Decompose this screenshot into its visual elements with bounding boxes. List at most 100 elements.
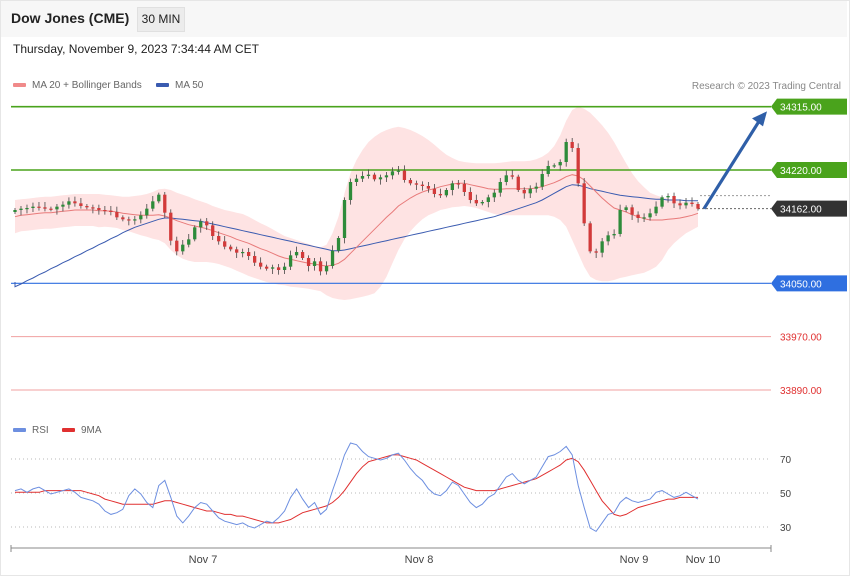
candle-body (558, 162, 562, 166)
candle-body (660, 197, 664, 207)
candle-body (636, 214, 640, 218)
candle-body (235, 249, 239, 253)
candle-body (354, 178, 359, 182)
candle-95 (582, 178, 586, 226)
candle-76 (468, 187, 472, 204)
candle-11 (79, 198, 83, 209)
candle-28 (181, 240, 185, 255)
candle-46 (288, 250, 293, 270)
candle-66 (408, 178, 413, 186)
candle-body (666, 196, 670, 198)
candle-1 (19, 206, 23, 216)
candle-107 (654, 201, 658, 216)
candle-27 (175, 236, 179, 256)
candle-body (264, 266, 269, 269)
candle-19 (127, 216, 131, 226)
candle-body (378, 177, 383, 180)
candle-9 (67, 197, 71, 209)
candle-body (486, 197, 490, 202)
candle-82 (504, 170, 508, 186)
candle-92 (564, 138, 568, 167)
candle-7 (55, 204, 59, 215)
candle-114 (696, 202, 700, 211)
candle-84 (516, 174, 520, 192)
candle-42 (264, 264, 269, 271)
candle-body (211, 225, 215, 236)
candle-15 (103, 206, 107, 215)
candle-103 (630, 204, 634, 220)
candle-6 (49, 206, 53, 212)
level-tag-34050.00: 34050.00 (771, 275, 847, 292)
candle-body (678, 203, 682, 206)
candle-8 (61, 201, 65, 212)
candle-112 (684, 198, 688, 209)
timeframe-button[interactable]: 30 MIN (137, 7, 185, 32)
candle-body (690, 202, 694, 204)
candle-body (438, 194, 443, 196)
candle-body (384, 175, 389, 178)
candle-body (330, 250, 335, 266)
candle-body (133, 219, 137, 221)
candle-body (366, 174, 371, 176)
candle-body (163, 194, 167, 213)
candle-body (55, 206, 59, 210)
candle-85 (522, 187, 526, 199)
candle-body (276, 267, 281, 270)
candle-56 (348, 178, 353, 205)
candle-body (540, 174, 544, 187)
x-axis-label-1: Nov 8 (405, 554, 434, 566)
bollinger-band (15, 106, 698, 300)
candle-5 (43, 202, 47, 212)
candle-body (193, 227, 197, 240)
candle-83 (510, 170, 514, 180)
candle-body (312, 261, 317, 266)
level-tag-bg (771, 98, 847, 115)
candle-14 (97, 204, 101, 215)
candle-body (294, 252, 299, 256)
candle-body (205, 221, 209, 226)
candle-63 (390, 167, 395, 180)
candle-90 (552, 163, 556, 168)
candle-3 (31, 202, 35, 212)
candle-body (13, 210, 17, 212)
candle-body (61, 204, 65, 207)
level-tag-text: 34220.00 (780, 166, 822, 177)
candle-88 (540, 169, 544, 190)
candle-body (342, 200, 347, 238)
candle-93 (570, 138, 574, 152)
candle-body (582, 183, 586, 224)
rsi-legend-label: RSI (32, 425, 49, 436)
projection-arrow-shaft (702, 120, 761, 210)
candle-body (25, 208, 29, 210)
candle-41 (258, 257, 263, 270)
candle-110 (672, 192, 676, 208)
timestamp: Thursday, November 9, 2023 7:34:44 AM CE… (13, 42, 259, 56)
candle-body (109, 210, 113, 212)
candle-body (241, 252, 245, 254)
candle-77 (474, 194, 478, 206)
candle-34 (217, 231, 221, 245)
candle-body (288, 255, 293, 267)
candle-body (648, 213, 652, 218)
candle-101 (618, 204, 622, 237)
candle-body (408, 180, 413, 184)
candle-44 (276, 264, 281, 275)
candle-body (498, 182, 502, 193)
ma20-legend-label: MA 20 + Bollinger Bands (32, 80, 142, 91)
candle-39 (247, 248, 251, 260)
candle-body (85, 206, 89, 208)
x-axis-label-3: Nov 10 (686, 554, 721, 566)
candle-body (534, 186, 538, 189)
candle-49 (306, 255, 311, 272)
candle-43 (270, 264, 275, 274)
candle-body (360, 176, 365, 179)
candle-body (450, 183, 455, 190)
candle-body (300, 252, 305, 258)
ma50-legend-label: MA 50 (175, 80, 204, 91)
candle-100 (612, 229, 616, 239)
candle-32 (205, 218, 209, 230)
candle-body (43, 207, 47, 209)
rsi-tick-50: 50 (780, 489, 792, 500)
candle-body (528, 188, 532, 194)
